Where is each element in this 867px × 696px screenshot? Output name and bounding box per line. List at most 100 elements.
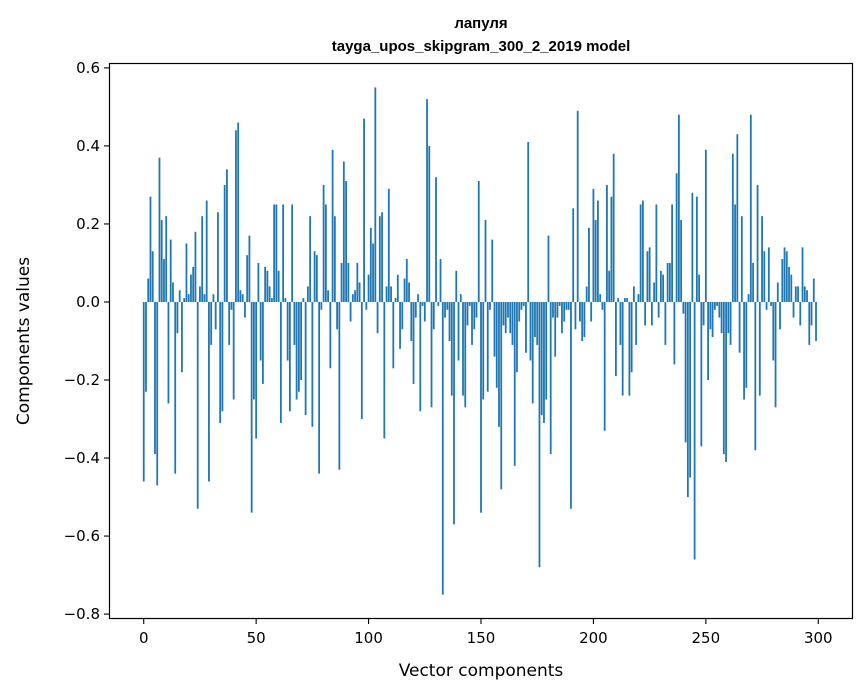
bar-116 — [403, 278, 406, 302]
bar-207 — [608, 270, 611, 302]
bar-281 — [774, 301, 777, 408]
x-tick-label: 0 — [139, 629, 149, 647]
bar-177 — [540, 301, 543, 416]
bar-282 — [776, 282, 779, 302]
bar-158 — [498, 301, 500, 427]
bar-169 — [522, 301, 525, 306]
bar-171 — [527, 142, 530, 302]
bar-92 — [349, 301, 352, 322]
bar-127 — [428, 145, 431, 302]
bar-3 — [149, 196, 152, 302]
bar-39 — [230, 301, 233, 310]
x-tick-label: 150 — [467, 629, 496, 647]
bar-2 — [147, 278, 150, 302]
bar-270 — [749, 114, 752, 302]
bar-267 — [743, 301, 745, 400]
bar-146 — [471, 301, 473, 345]
bar-210 — [615, 301, 617, 377]
bar-186 — [561, 301, 563, 334]
bar-160 — [502, 301, 505, 326]
bar-25 — [199, 286, 201, 302]
bar-195 — [581, 301, 584, 341]
bar-59 — [275, 204, 278, 302]
bar-162 — [507, 301, 509, 318]
bar-57 — [270, 298, 273, 302]
bar-168 — [520, 301, 523, 310]
bar-232 — [664, 301, 667, 345]
bar-104 — [376, 301, 379, 334]
bar-279 — [770, 301, 772, 306]
bar-297 — [810, 301, 813, 326]
bar-278 — [767, 247, 770, 302]
bar-155 — [491, 239, 494, 302]
bar-106 — [381, 212, 383, 302]
bar-5 — [154, 301, 156, 455]
bar-21 — [190, 274, 192, 302]
y-tick-label: −0.8 — [64, 605, 100, 623]
y-axis-label: Components values — [14, 257, 34, 425]
bar-33 — [217, 212, 219, 302]
bar-269 — [747, 294, 750, 302]
bar-251 — [707, 301, 709, 381]
bar-55 — [266, 270, 269, 302]
bar-90 — [345, 181, 347, 302]
bar-259 — [725, 301, 727, 462]
bar-247 — [698, 274, 700, 302]
bar-99 — [365, 301, 368, 310]
bar-35 — [221, 301, 224, 412]
bar-266 — [740, 216, 743, 302]
bar-27 — [203, 294, 206, 302]
bar-197 — [585, 286, 588, 302]
bar-72 — [304, 301, 307, 416]
bar-224 — [646, 251, 649, 302]
bar-229 — [657, 301, 660, 318]
bar-94 — [354, 290, 356, 302]
bar-18 — [183, 298, 186, 302]
bar-145 — [468, 301, 471, 306]
bar-287 — [788, 266, 790, 302]
bar-233 — [666, 262, 669, 302]
bar-288 — [790, 274, 793, 302]
bar-133 — [441, 301, 444, 595]
bar-231 — [662, 274, 665, 302]
bar-62 — [282, 204, 285, 302]
bar-157 — [495, 301, 498, 388]
bar-126 — [426, 99, 428, 302]
bar-45 — [244, 301, 246, 318]
bar-54 — [264, 266, 267, 302]
bar-56 — [268, 286, 271, 302]
bar-234 — [668, 262, 671, 302]
bar-265 — [738, 301, 741, 353]
bar-37 — [226, 169, 228, 302]
bar-289 — [792, 301, 795, 318]
bar-256 — [718, 301, 721, 318]
bar-60 — [277, 270, 280, 302]
bar-44 — [241, 294, 244, 302]
bar-150 — [480, 301, 482, 513]
bar-238 — [677, 114, 680, 302]
bar-85 — [333, 216, 336, 302]
bar-91 — [347, 262, 350, 302]
bar-180 — [547, 235, 550, 302]
bar-189 — [567, 301, 570, 310]
bar-296 — [808, 301, 811, 345]
x-tick-label: 250 — [692, 629, 721, 647]
bar-41 — [235, 130, 237, 302]
bar-31 — [212, 294, 215, 302]
bar-194 — [579, 301, 581, 322]
bar-61 — [279, 301, 282, 423]
bar-214 — [624, 298, 626, 302]
bar-167 — [518, 301, 521, 322]
bar-107 — [383, 301, 386, 439]
bar-272 — [754, 301, 757, 451]
bar-79 — [320, 301, 323, 310]
bar-95 — [356, 262, 359, 302]
bar-80 — [322, 184, 325, 302]
bar-73 — [306, 286, 309, 302]
bar-75 — [311, 301, 314, 427]
y-tick-label: 0.6 — [76, 59, 100, 77]
bar-36 — [223, 184, 226, 302]
bar-225 — [648, 247, 651, 302]
bar-242 — [686, 301, 689, 498]
